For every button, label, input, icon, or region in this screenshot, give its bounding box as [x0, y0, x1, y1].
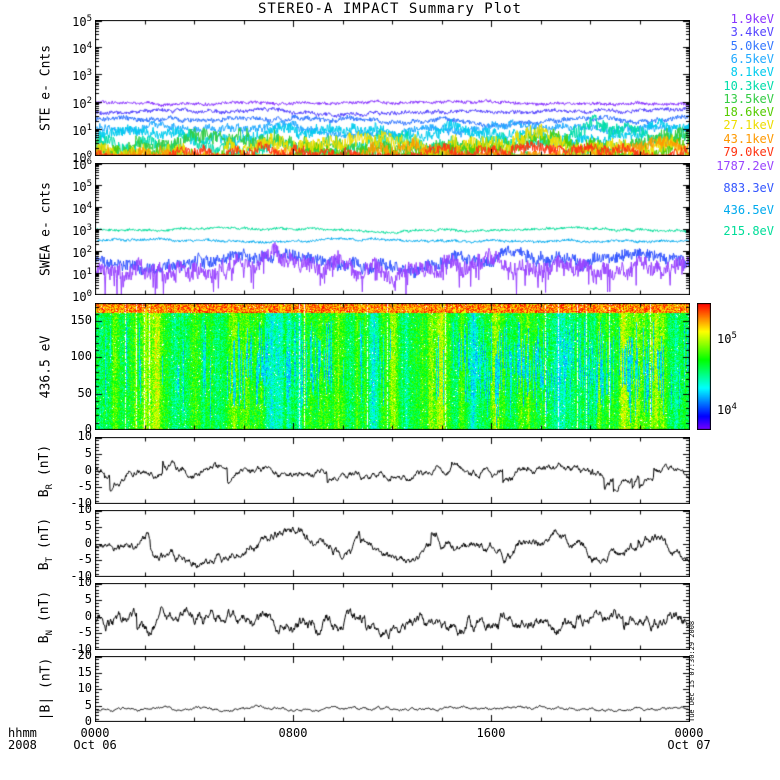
spectrogram-colorbar: [697, 303, 711, 430]
ytick-label: 150: [70, 313, 92, 328]
legend-entry: 1787.2eV: [716, 159, 774, 173]
panel-canvas-swea-spectrogram: [95, 303, 690, 430]
xtick-time-label: 1600: [476, 726, 506, 740]
ytick-label: 103: [72, 68, 92, 84]
legend-entry: 79.0keV: [723, 145, 774, 159]
xtick-date-label: Oct 07: [667, 738, 711, 752]
legend-entry: 436.5eV: [723, 202, 774, 217]
xaxis-unit-label: hhmm: [8, 726, 37, 740]
ytick-label: 105: [72, 179, 92, 194]
ytick-label: 105: [72, 14, 92, 29]
ytick-label: -5: [77, 625, 92, 640]
ytick-label: 0: [84, 608, 92, 623]
panel-canvas-bmag: [95, 656, 690, 722]
ytick-label: -5: [77, 552, 92, 567]
ytick-label: -10: [70, 642, 92, 656]
ytick-label: -10: [70, 496, 92, 510]
legend-entry: 27.1keV: [723, 118, 774, 133]
ytick-label: 0: [84, 714, 92, 728]
ytick-label: 10: [77, 429, 92, 443]
panel-canvas-bt: [95, 510, 690, 577]
ytick-label: 102: [72, 95, 92, 111]
ytick-label: 50: [77, 385, 92, 400]
ytick-label: 0: [84, 422, 92, 436]
ytick-label: -5: [77, 479, 92, 494]
panel-canvas-bn: [95, 583, 690, 650]
ytick-label: 101: [72, 267, 92, 282]
ytick-label: 100: [72, 150, 92, 165]
ytick-label: 104: [72, 41, 92, 57]
xaxis-year-label: 2008: [8, 738, 37, 752]
ytick-label: 0: [84, 535, 92, 550]
legend-entry: 43.1keV: [723, 131, 774, 146]
ytick-label: 15: [77, 664, 92, 679]
ytick-label: 10: [77, 502, 92, 516]
ytick-label: 5: [84, 697, 92, 712]
legend-entry: 18.6keV: [723, 105, 774, 120]
legend-entry: 10.3keV: [723, 78, 774, 93]
legend-entry: 3.4keV: [730, 25, 774, 40]
legend-entry: 883.3eV: [723, 180, 774, 195]
ytick-label: 104: [72, 201, 92, 216]
legend-entry: 13.5keV: [723, 91, 774, 106]
colorbar-tick-label: 105: [717, 331, 737, 347]
ytick-label: 10: [77, 575, 92, 589]
ytick-label: 5: [84, 591, 92, 606]
legend-entry: 5.0keV: [730, 38, 774, 53]
panel-canvas-ste: [95, 20, 690, 156]
plot-title: STEREO-A IMPACT Summary Plot: [257, 1, 522, 17]
ytick-label: 100: [72, 289, 92, 304]
ytick-label: 5: [84, 518, 92, 533]
ytick-label: 5: [84, 445, 92, 460]
ytick-label: 20: [77, 648, 92, 662]
ytick-label: 106: [72, 157, 92, 172]
xtick-time-label: 0000: [80, 726, 110, 740]
xtick-time-label: 0800: [278, 726, 308, 740]
ytick-label: 100: [70, 349, 92, 364]
ytick-label: 103: [72, 223, 92, 238]
ytick-label: 101: [72, 122, 92, 138]
panel-canvas-swea: [95, 163, 690, 295]
ytick-label: -10: [70, 569, 92, 583]
ytick-label: 102: [72, 245, 92, 260]
legend-entry: 8.1keV: [730, 65, 774, 80]
ytick-label: 0: [84, 462, 92, 477]
legend-entry: 215.8eV: [723, 224, 774, 239]
xtick-time-label: 0000: [674, 726, 704, 740]
xtick-date-label: Oct 06: [73, 738, 117, 752]
legend-entry: 1.9keV: [730, 12, 774, 26]
panel-canvas-br: [95, 437, 690, 504]
ytick-label: 10: [77, 681, 92, 695]
legend-entry: 6.5keV: [730, 51, 774, 66]
colorbar-tick-label: 104: [717, 401, 737, 417]
ylabel-ste: STE e- Cnts: [38, 44, 54, 132]
